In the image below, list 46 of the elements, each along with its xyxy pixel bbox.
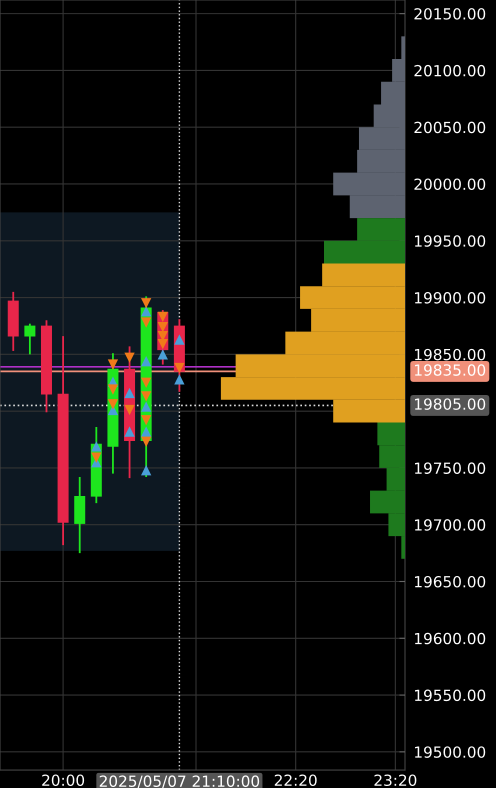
point (141, 426, 152, 437)
y-tick-label: 20150.00 (414, 8, 486, 20)
point (91, 452, 102, 463)
point (141, 356, 152, 366)
point (158, 349, 168, 360)
point (141, 415, 152, 426)
y-tick-label: 19950.00 (415, 235, 486, 247)
point (174, 374, 185, 384)
y-tick-label: 19900.00 (415, 292, 486, 304)
point (108, 384, 118, 395)
point (124, 388, 135, 398)
point (141, 298, 152, 308)
ref-line-label: 2025/05/07 21:10:00 (100, 775, 260, 788)
point (141, 317, 152, 328)
point (108, 399, 118, 410)
point (91, 441, 102, 452)
point (141, 306, 152, 316)
point (108, 359, 118, 370)
ref-line-label: 19805.00 (415, 398, 486, 410)
point (141, 436, 152, 447)
y-tick-label: 19600.00 (415, 632, 486, 644)
y-tick-label: 19700.00 (415, 519, 486, 531)
y-tick-label: 20050.00 (414, 122, 486, 134)
x-tick-label: 20:00 (42, 774, 84, 786)
point (174, 334, 185, 345)
candlestick (24, 322, 36, 356)
y-tick-label: 19550.00 (415, 690, 486, 702)
point (141, 391, 152, 402)
point (124, 426, 135, 437)
point (141, 401, 152, 412)
point (158, 312, 168, 322)
y-tick-label: 20100.00 (414, 64, 486, 76)
y-tick-label: 20000.00 (414, 178, 486, 190)
y-tick-label: 19500.00 (415, 746, 486, 758)
ref-line-label: 19835.00 (415, 364, 486, 376)
point (124, 404, 135, 416)
y-tick-label: 19750.00 (415, 462, 486, 474)
point (158, 338, 168, 350)
point (124, 352, 135, 363)
x-tick-label: 22:20 (274, 774, 317, 786)
point (174, 362, 185, 374)
y-tick-label: 19850.00 (415, 348, 486, 360)
point (141, 465, 152, 476)
x-tick-label: 23:20 (374, 774, 416, 786)
point (141, 378, 152, 388)
y-tick-label: 19650.00 (415, 576, 486, 588)
